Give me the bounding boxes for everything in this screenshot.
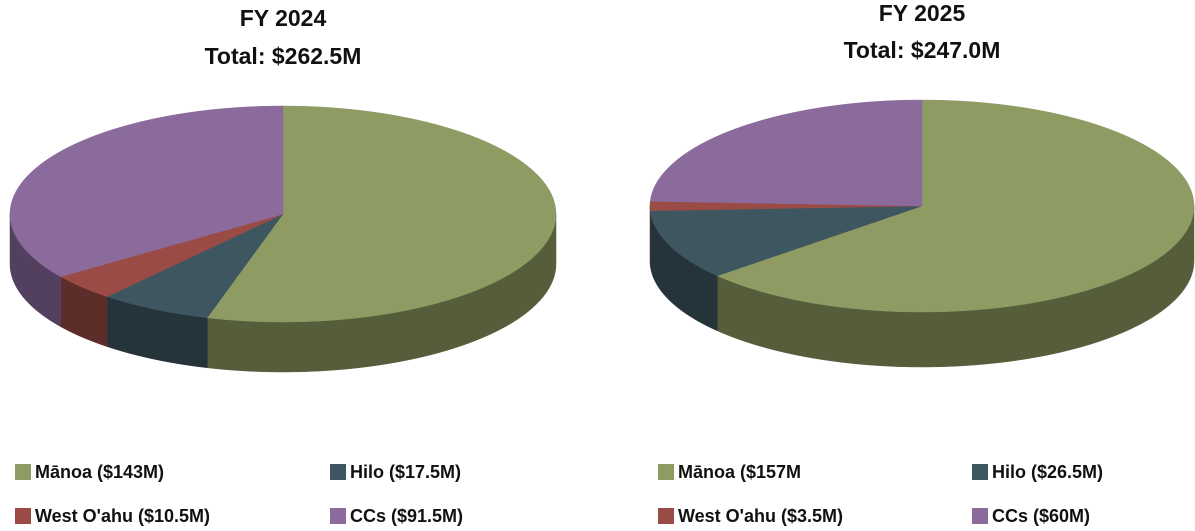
legend-swatch (330, 464, 346, 480)
legend-swatch (658, 464, 674, 480)
legend-label: CCs ($60M) (992, 506, 1090, 526)
legend-swatch (330, 508, 346, 524)
chart-subtitle: Total: $262.5M (205, 43, 362, 69)
slice (649, 205, 923, 277)
slice (649, 99, 923, 207)
legend-label: Mānoa ($143M) (35, 462, 164, 482)
legend-label: West O'ahu ($3.5M) (678, 506, 843, 526)
slice (206, 105, 557, 323)
legend-swatch (15, 508, 31, 524)
slice (60, 213, 284, 297)
chart-subtitle: Total: $247.0M (844, 37, 1001, 63)
slice (716, 99, 1195, 313)
legend-swatch (658, 508, 674, 524)
legend-label: Hilo ($17.5M) (350, 462, 461, 482)
legend-label: Mānoa ($157M (678, 462, 801, 482)
legend-label: West O'ahu ($10.5M) (35, 506, 210, 526)
legend-label: Hilo ($26.5M) (992, 462, 1103, 482)
legend-swatch (972, 508, 988, 524)
legend-swatch (972, 464, 988, 480)
chart-title: FY 2024 (240, 5, 327, 31)
legend-label: CCs ($91.5M) (350, 506, 463, 526)
slice (106, 213, 284, 319)
slice (9, 105, 284, 277)
chart-title: FY 2025 (879, 0, 966, 26)
legend-swatch (15, 464, 31, 480)
